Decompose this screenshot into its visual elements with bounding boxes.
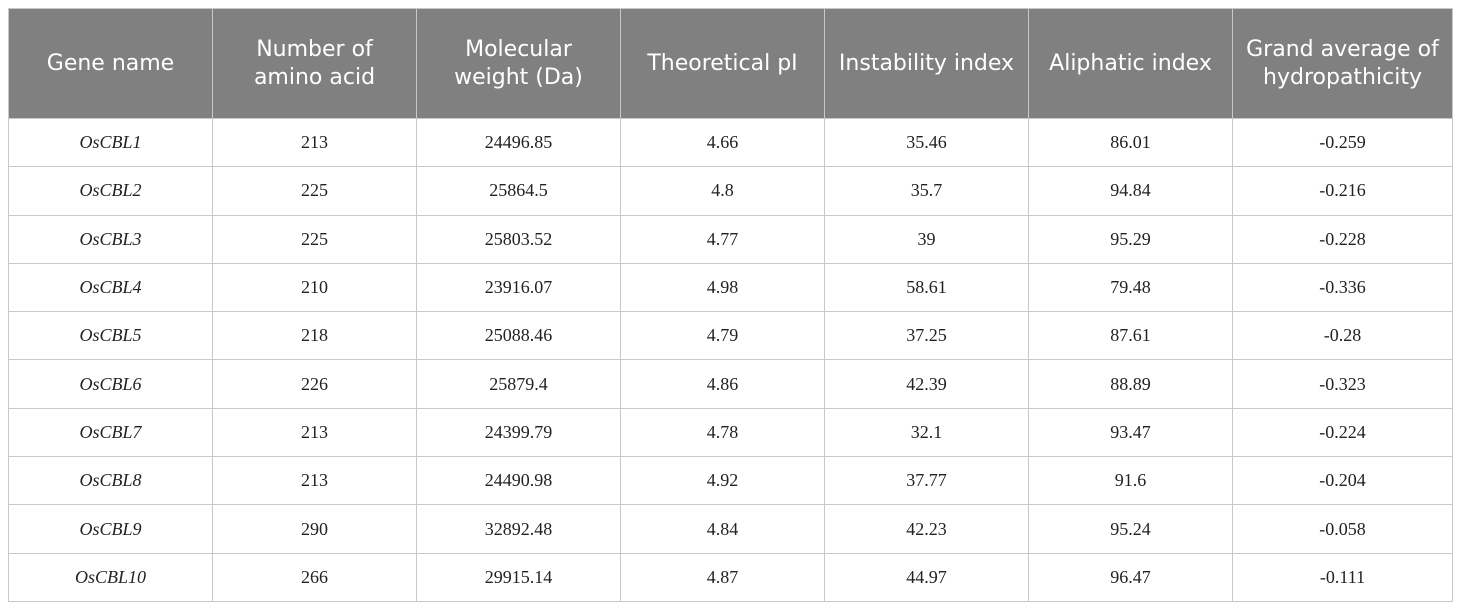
header-cell: Gene name	[8, 8, 213, 119]
header-row: Gene name Number of amino acid Molecular w…	[8, 8, 1453, 119]
gene-name-cell: OsCBL5	[8, 311, 213, 361]
header-cell: Theoretical pI	[620, 8, 825, 119]
table-row: OsCBL10 266 29915.14 4.87 44.97 96.47 -0.111	[8, 552, 1453, 602]
value-cell: 95.24	[1028, 504, 1233, 554]
table-row: OsCBL6 226 25879.4 4.86 42.39 88.89 -0.323	[8, 359, 1453, 409]
value-cell: 25864.5	[416, 166, 621, 216]
header-cell: Instability index	[824, 8, 1029, 119]
value-cell: 25879.4	[416, 359, 621, 409]
value-cell: 42.23	[824, 504, 1029, 554]
value-cell: 4.92	[620, 456, 825, 506]
value-cell: 4.78	[620, 407, 825, 458]
value-cell: 218	[212, 311, 417, 361]
value-cell: -0.259	[1232, 117, 1453, 168]
value-cell: 23916.07	[416, 262, 621, 313]
value-cell: 87.61	[1028, 311, 1233, 361]
value-cell: 25803.52	[416, 214, 621, 264]
table-body: OsCBL1 213 24496.85 4.66 35.46 86.01 -0.259 OsC…	[8, 117, 1453, 602]
table-row: OsCBL3 225 25803.52 4.77 39 95.29 -0.228	[8, 214, 1453, 264]
value-cell: -0.216	[1232, 166, 1453, 216]
table-row: OsCBL7 213 24399.79 4.78 32.1 93.47 -0.224	[8, 407, 1453, 458]
value-cell: 88.89	[1028, 359, 1233, 409]
value-cell: 86.01	[1028, 117, 1233, 168]
value-cell: -0.323	[1232, 359, 1453, 409]
value-cell: 4.98	[620, 262, 825, 313]
value-cell: 266	[212, 552, 417, 602]
value-cell: 32.1	[824, 407, 1029, 458]
value-cell: 210	[212, 262, 417, 313]
gene-name-cell: OsCBL3	[8, 214, 213, 264]
value-cell: 225	[212, 166, 417, 216]
table-row: OsCBL2 225 25864.5 4.8 35.7 94.84 -0.216	[8, 166, 1453, 216]
value-cell: 25088.46	[416, 311, 621, 361]
value-cell: -0.111	[1232, 552, 1453, 602]
value-cell: 37.25	[824, 311, 1029, 361]
value-cell: -0.336	[1232, 262, 1453, 313]
gene-name-cell: OsCBL4	[8, 262, 213, 313]
value-cell: 213	[212, 117, 417, 168]
gene-name-cell: OsCBL8	[8, 456, 213, 506]
value-cell: 24490.98	[416, 456, 621, 506]
value-cell: 58.61	[824, 262, 1029, 313]
value-cell: 4.8	[620, 166, 825, 216]
value-cell: 79.48	[1028, 262, 1233, 313]
gene-name-cell: OsCBL6	[8, 359, 213, 409]
value-cell: 4.87	[620, 552, 825, 602]
value-cell: 4.84	[620, 504, 825, 554]
gene-name-cell: OsCBL7	[8, 407, 213, 458]
value-cell: -0.228	[1232, 214, 1453, 264]
table-row: OsCBL1 213 24496.85 4.66 35.46 86.01 -0.259	[8, 117, 1453, 168]
value-cell: 37.77	[824, 456, 1029, 506]
table-header: Gene name Number of amino acid Molecular w…	[8, 8, 1453, 119]
value-cell: 4.86	[620, 359, 825, 409]
value-cell: 42.39	[824, 359, 1029, 409]
table-row: OsCBL5 218 25088.46 4.79 37.25 87.61 -0.28	[8, 311, 1453, 361]
table-row: OsCBL8 213 24490.98 4.92 37.77 91.6 -0.204	[8, 456, 1453, 506]
data-table: Gene name Number of amino acid Molecular w…	[8, 8, 1453, 602]
value-cell: 4.77	[620, 214, 825, 264]
header-cell: Grand average of hydropathicity	[1232, 8, 1453, 119]
header-cell: Aliphatic index	[1028, 8, 1233, 119]
value-cell: -0.204	[1232, 456, 1453, 506]
value-cell: -0.224	[1232, 407, 1453, 458]
gene-name-cell: OsCBL10	[8, 552, 213, 602]
value-cell: 24496.85	[416, 117, 621, 168]
table-row: OsCBL9 290 32892.48 4.84 42.23 95.24 -0.058	[8, 504, 1453, 554]
value-cell: 226	[212, 359, 417, 409]
value-cell: 213	[212, 456, 417, 506]
table-row: OsCBL4 210 23916.07 4.98 58.61 79.48 -0.336	[8, 262, 1453, 313]
value-cell: 96.47	[1028, 552, 1233, 602]
value-cell: 225	[212, 214, 417, 264]
value-cell: 35.46	[824, 117, 1029, 168]
value-cell: 4.79	[620, 311, 825, 361]
value-cell: 4.66	[620, 117, 825, 168]
value-cell: 290	[212, 504, 417, 554]
value-cell: 93.47	[1028, 407, 1233, 458]
value-cell: 94.84	[1028, 166, 1233, 216]
gene-name-cell: OsCBL2	[8, 166, 213, 216]
value-cell: 32892.48	[416, 504, 621, 554]
header-cell: Number of amino acid	[212, 8, 417, 119]
value-cell: 44.97	[824, 552, 1029, 602]
gene-name-cell: OsCBL1	[8, 117, 213, 168]
value-cell: 35.7	[824, 166, 1029, 216]
gene-name-cell: OsCBL9	[8, 504, 213, 554]
value-cell: -0.058	[1232, 504, 1453, 554]
value-cell: 213	[212, 407, 417, 458]
value-cell: -0.28	[1232, 311, 1453, 361]
value-cell: 39	[824, 214, 1029, 264]
value-cell: 29915.14	[416, 552, 621, 602]
value-cell: 91.6	[1028, 456, 1233, 506]
value-cell: 95.29	[1028, 214, 1233, 264]
header-cell: Molecular weight (Da)	[416, 8, 621, 119]
value-cell: 24399.79	[416, 407, 621, 458]
